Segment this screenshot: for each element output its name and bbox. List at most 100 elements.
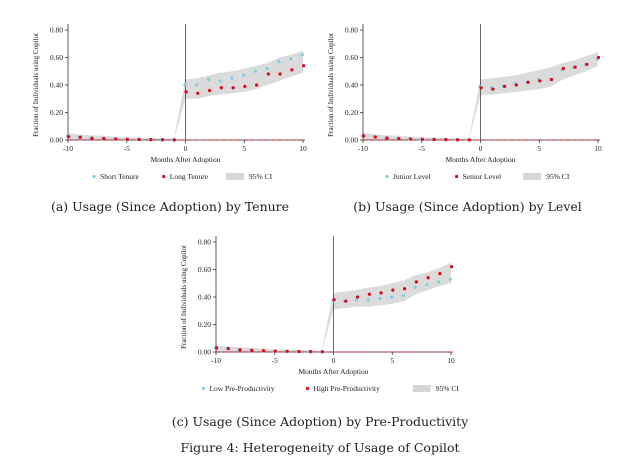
data-point — [309, 349, 313, 354]
data-point — [161, 138, 165, 142]
data-point — [573, 65, 577, 69]
data-point — [255, 83, 259, 87]
chart-panel-tenure: 0.00 0.20 0.40 0.60 0.80 -10 -5 0 5 10 Months Afte… — [32, 24, 307, 181]
data-point — [420, 137, 424, 141]
data-point — [231, 86, 235, 90]
y-tick-label: 0.80 — [345, 26, 358, 35]
data-point — [403, 287, 407, 291]
data-point — [102, 137, 106, 141]
data-point — [149, 137, 153, 142]
y-axis-title: Fraction of Individuals using Copilot — [32, 33, 40, 137]
y-tick-label: 0.80 — [50, 26, 63, 35]
data-point — [302, 64, 306, 68]
data-point — [425, 283, 429, 287]
x-tick-label: 10 — [447, 356, 455, 365]
data-point — [503, 84, 507, 88]
legend-ci-swatch — [523, 173, 542, 180]
data-point — [172, 138, 176, 142]
data-point — [426, 276, 430, 280]
series-senior-level — [362, 55, 601, 142]
chart-panel-pre-productivity: 0.00 0.20 0.40 0.60 0.80 -10 -5 0 5 10 Months Afte… — [180, 236, 459, 393]
legend-label: Low Pre-Productivity — [209, 384, 274, 393]
ci-band-connector — [173, 79, 186, 140]
x-tick-label: -5 — [272, 356, 278, 365]
data-point — [218, 79, 222, 83]
data-point — [438, 272, 442, 276]
ci-band-connector — [321, 292, 334, 352]
data-point — [265, 66, 269, 71]
y-tick-label: 0.20 — [50, 108, 63, 117]
ci-band-pre — [216, 345, 322, 352]
legend-label: Junior Level — [393, 172, 431, 181]
data-point — [397, 137, 401, 141]
data-point — [362, 134, 366, 138]
x-axis-title: Months After Adoption — [445, 155, 515, 164]
data-point — [414, 280, 418, 284]
data-point — [226, 346, 230, 351]
ci-band-post — [333, 262, 451, 310]
x-tick-label: -5 — [419, 144, 425, 153]
data-point — [378, 296, 382, 300]
data-point — [391, 288, 395, 292]
data-point — [444, 137, 448, 142]
y-tick-label: 0.20 — [345, 108, 358, 117]
data-point — [390, 295, 394, 299]
data-point — [90, 136, 94, 140]
data-point — [413, 285, 417, 289]
legend-label: Long Tenure — [170, 172, 209, 181]
data-point — [585, 62, 589, 66]
data-point — [67, 134, 71, 139]
panel-caption-tenure: (a) Usage (Since Adoption) by Tenure — [50, 199, 290, 214]
x-tick-label: -10 — [358, 144, 368, 153]
data-point — [278, 72, 282, 76]
data-point — [367, 292, 371, 296]
data-point — [432, 137, 436, 142]
data-point — [277, 60, 281, 64]
ci-band-post — [480, 52, 598, 95]
y-tick-label: 0.40 — [50, 81, 63, 90]
data-point — [262, 349, 266, 353]
data-point — [78, 135, 82, 139]
x-axis-title: Months After Adoption — [298, 367, 368, 376]
data-point — [456, 138, 460, 142]
y-tick-label: 0.80 — [198, 238, 211, 247]
data-point — [379, 291, 383, 295]
y-tick-label: 0.40 — [345, 81, 358, 90]
data-point — [208, 88, 212, 93]
legend-ci-swatch — [412, 385, 431, 392]
x-tick-label: 5 — [242, 144, 246, 153]
data-point — [243, 84, 247, 88]
data-point — [366, 298, 370, 302]
data-point — [206, 77, 210, 82]
x-tick-label: 5 — [537, 144, 541, 153]
data-point — [450, 265, 454, 269]
legend-marker — [92, 174, 96, 179]
data-point — [448, 277, 452, 281]
data-point — [320, 350, 324, 354]
data-point — [356, 295, 360, 299]
data-point — [354, 298, 358, 302]
y-axis-title: Fraction of Individuals using Copilot — [180, 245, 188, 349]
data-point — [332, 298, 336, 302]
data-point — [491, 87, 495, 91]
y-axis-title: Fraction of Individuals using Copilot — [327, 33, 335, 137]
y-tick-label: 0.60 — [198, 265, 211, 274]
series-long-tenure — [67, 64, 306, 142]
y-tick-label: 0.20 — [198, 320, 211, 329]
panel-caption-pre-productivity: (c) Usage (Since Adoption) by Pre-Produc… — [171, 414, 469, 429]
data-point — [297, 349, 301, 354]
data-point — [253, 69, 257, 73]
data-point — [219, 86, 223, 90]
legend-marker — [201, 386, 206, 391]
data-point — [238, 348, 242, 352]
data-point — [373, 135, 377, 139]
panel-caption-level: (b) Usage (Since Adoption) by Level — [353, 199, 582, 214]
data-point — [597, 55, 601, 60]
legend-marker — [305, 386, 310, 391]
legend-label: 95% CI — [546, 172, 570, 181]
legend-label: Senior Level — [463, 172, 502, 181]
x-tick-label: 10 — [594, 144, 602, 153]
data-point — [125, 137, 129, 141]
legend-label: Short Tenure — [100, 172, 139, 181]
